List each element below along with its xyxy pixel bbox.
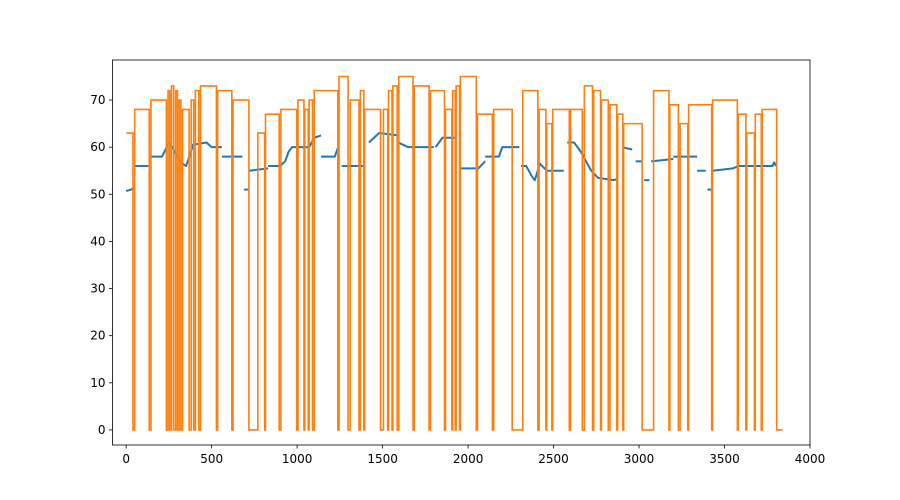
x-tick-label: 1000 bbox=[282, 452, 313, 466]
series-1-segment bbox=[321, 146, 340, 158]
x-tick-label: 4000 bbox=[795, 452, 826, 466]
x-tick-label: 3000 bbox=[624, 452, 655, 466]
x-axis: 0 500 1000 1500 2000 2500 3000 3500 4000 bbox=[122, 445, 825, 466]
x-tick-label: 1500 bbox=[367, 452, 398, 466]
y-tick-label: 30 bbox=[90, 282, 105, 296]
series-layer bbox=[125, 75, 783, 431]
y-tick-label: 50 bbox=[90, 187, 105, 201]
series-1-segment bbox=[521, 162, 564, 182]
series-2-line bbox=[126, 75, 783, 431]
y-tick-label: 20 bbox=[90, 329, 105, 343]
series-1-segment bbox=[712, 161, 777, 172]
y-tick-label: 10 bbox=[90, 376, 105, 390]
x-tick-label: 500 bbox=[200, 452, 223, 466]
series-1-segment bbox=[150, 141, 222, 168]
series-2 bbox=[126, 75, 783, 431]
x-tick-label: 0 bbox=[122, 452, 130, 466]
series-1-segment bbox=[397, 141, 434, 149]
plot-frame bbox=[112, 59, 811, 446]
y-tick-label: 60 bbox=[90, 140, 105, 154]
x-tick-label: 3500 bbox=[709, 452, 740, 466]
series-1-segment bbox=[485, 146, 520, 158]
x-tick-label: 2500 bbox=[538, 452, 569, 466]
y-axis: 0 10 20 30 40 50 60 70 bbox=[90, 93, 113, 437]
x-tick-label: 2000 bbox=[453, 452, 484, 466]
series-1-segment bbox=[459, 160, 486, 170]
y-tick-label: 40 bbox=[90, 234, 105, 248]
series-1-segment bbox=[567, 141, 619, 182]
y-tick-label: 0 bbox=[98, 423, 106, 437]
y-tick-label: 70 bbox=[90, 93, 105, 107]
